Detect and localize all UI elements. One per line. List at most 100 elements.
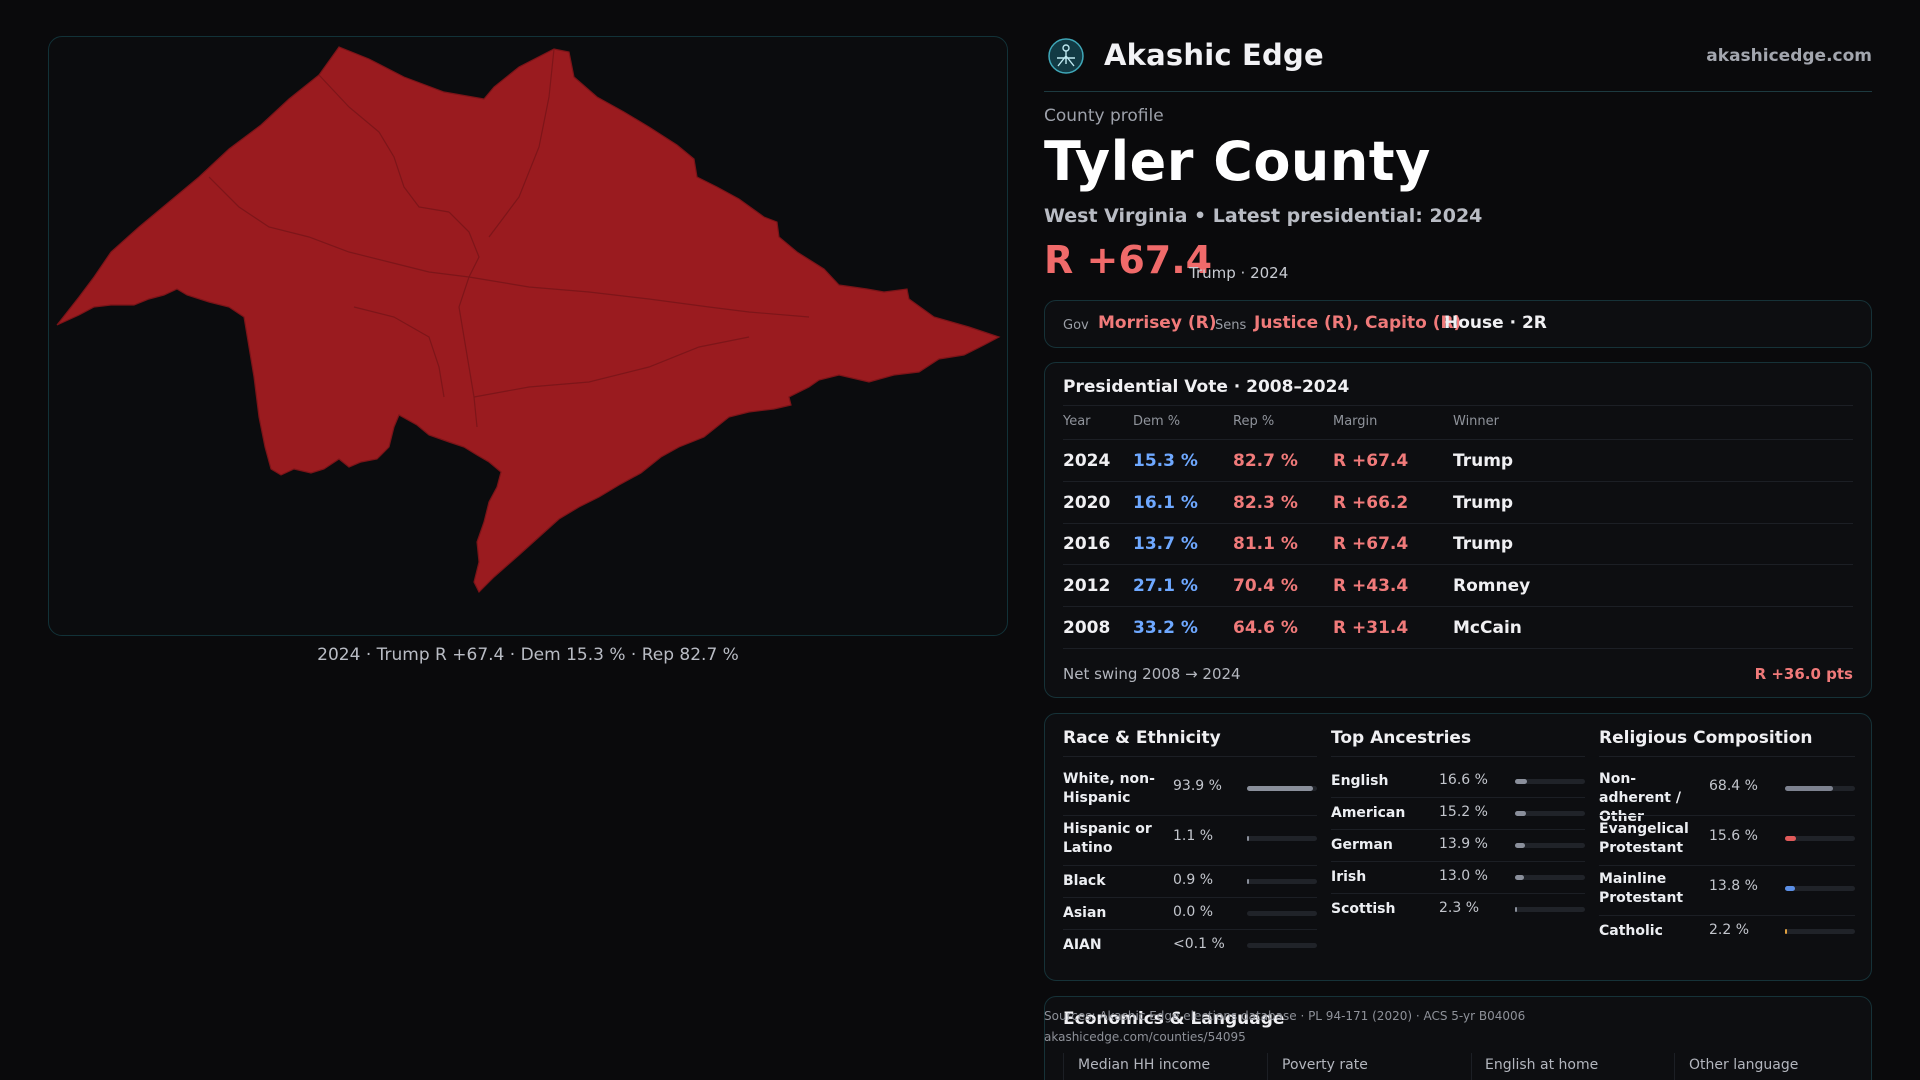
- table-row[interactable]: 2008 33.2 % 64.6 % R +31.4 McCain: [1045, 608, 1873, 650]
- row-value: 13.8 %: [1709, 878, 1758, 894]
- col-header-margin: Margin: [1333, 414, 1378, 429]
- row-label: Mainline Protestant: [1599, 871, 1684, 906]
- row-label: American: [1331, 805, 1406, 821]
- row-label: Scottish: [1331, 901, 1396, 917]
- row-dem: 13.7 %: [1133, 534, 1198, 554]
- demographic-row: Catholic 2.2 %: [1599, 916, 1855, 948]
- share-bar: [1785, 886, 1855, 891]
- gov-value: Morrisey (R): [1098, 313, 1217, 333]
- demographic-row: English 16.6 %: [1331, 766, 1585, 798]
- officials-card: Gov Morrisey (R) Sens Justice (R), Capit…: [1044, 300, 1872, 348]
- share-bar: [1515, 779, 1585, 784]
- county-subtitle: West Virginia • Latest presidential: 202…: [1044, 205, 1483, 227]
- county-profile-column: Akashic Edge akashicedge.com County prof…: [1044, 0, 1872, 1080]
- row-label: AIAN: [1063, 937, 1102, 953]
- demographic-row: Asian 0.0 %: [1063, 898, 1317, 930]
- share-bar-fill: [1515, 811, 1526, 816]
- row-label: Evangelical Protestant: [1599, 821, 1689, 856]
- akashic-edge-logo-icon[interactable]: [1046, 36, 1086, 76]
- brand-name[interactable]: Akashic Edge: [1104, 38, 1324, 72]
- share-bar: [1247, 911, 1317, 916]
- row-value: 15.6 %: [1709, 828, 1758, 844]
- row-margin: R +66.2: [1333, 493, 1409, 513]
- econ-header-other-language: Other language: [1689, 1057, 1799, 1073]
- brand-url-link[interactable]: akashicedge.com: [1706, 46, 1872, 66]
- row-dem: 33.2 %: [1133, 618, 1198, 638]
- divider: [1267, 1053, 1268, 1080]
- brand-header: Akashic Edge akashicedge.com: [1044, 30, 1872, 92]
- row-rep: 70.4 %: [1233, 576, 1298, 596]
- row-value: 13.0 %: [1439, 868, 1488, 884]
- demographic-row: German 13.9 %: [1331, 830, 1585, 862]
- row-value: 2.2 %: [1709, 922, 1750, 938]
- share-bar-fill: [1785, 786, 1833, 791]
- row-label: Irish: [1331, 869, 1367, 885]
- table-row[interactable]: 2024 15.3 % 82.7 % R +67.4 Trump: [1045, 441, 1873, 483]
- econ-header-english: English at home: [1485, 1057, 1599, 1073]
- col-header-rep: Rep %: [1233, 414, 1275, 429]
- row-rep: 64.6 %: [1233, 618, 1298, 638]
- economics-card: Economics & Language Median HH income Po…: [1044, 996, 1872, 1080]
- demographics-card: Race & Ethnicity White, non-Hispanic 93.9…: [1044, 713, 1872, 981]
- row-label: Hispanic or Latino: [1063, 821, 1152, 856]
- table-row[interactable]: 2020 16.1 % 82.3 % R +66.2 Trump: [1045, 483, 1873, 525]
- row-winner: Trump: [1453, 451, 1514, 471]
- share-bar-fill: [1785, 836, 1796, 841]
- divider: [1063, 564, 1853, 565]
- row-year: 2020: [1063, 493, 1111, 513]
- row-margin: R +43.4: [1333, 576, 1409, 596]
- race-title: Race & Ethnicity: [1063, 728, 1221, 748]
- divider: [1674, 1053, 1675, 1080]
- district-boundaries: [208, 48, 810, 428]
- table-row[interactable]: 2012 27.1 % 70.4 % R +43.4 Romney: [1045, 566, 1873, 608]
- econ-header-income: Median HH income: [1078, 1057, 1211, 1073]
- row-year: 2008: [1063, 618, 1111, 638]
- demographic-row: White, non-Hispanic 93.9 %: [1063, 766, 1317, 816]
- demographic-row: Hispanic or Latino 1.1 %: [1063, 816, 1317, 866]
- divider: [1063, 929, 1317, 930]
- divider: [1063, 405, 1853, 406]
- divider: [1599, 915, 1855, 916]
- table-row[interactable]: 2016 13.7 % 81.1 % R +67.4 Trump: [1045, 524, 1873, 566]
- divider: [1063, 756, 1317, 757]
- row-label: White, non-Hispanic: [1063, 771, 1155, 806]
- row-rep: 82.7 %: [1233, 451, 1298, 471]
- sources-link[interactable]: akashicedge.com/counties/54095: [1044, 1030, 1246, 1044]
- divider: [1063, 815, 1317, 816]
- row-value: <0.1 %: [1173, 936, 1225, 952]
- row-margin: R +67.4: [1333, 534, 1409, 554]
- row-margin: R +31.4: [1333, 618, 1409, 638]
- row-year: 2012: [1063, 576, 1111, 596]
- presidential-title: Presidential Vote · 2008–2024: [1063, 377, 1350, 397]
- headline-margin-note: Trump · 2024: [1189, 264, 1289, 282]
- divider: [1599, 756, 1855, 757]
- county-shape[interactable]: [56, 46, 1001, 594]
- divider: [1063, 481, 1853, 482]
- row-value: 13.9 %: [1439, 836, 1488, 852]
- county-map[interactable]: [49, 37, 1008, 636]
- sens-label: Sens: [1215, 318, 1247, 333]
- col-header-dem: Dem %: [1133, 414, 1181, 429]
- row-rep: 81.1 %: [1233, 534, 1298, 554]
- divider: [1063, 523, 1853, 524]
- divider: [1331, 893, 1585, 894]
- share-bar-fill: [1785, 929, 1787, 934]
- map-caption: 2024 · Trump R +67.4 · Dem 15.3 % · Rep …: [317, 645, 739, 665]
- row-label: Non-adherent / Other: [1599, 771, 1681, 825]
- share-bar: [1247, 836, 1317, 841]
- sources-footnote: Sources: Akashic Edge elections database…: [1044, 1006, 1525, 1048]
- divider: [1599, 815, 1855, 816]
- row-winner: Trump: [1453, 493, 1514, 513]
- row-year: 2016: [1063, 534, 1111, 554]
- divider: [1063, 648, 1853, 649]
- col-header-winner: Winner: [1453, 414, 1500, 429]
- row-label: German: [1331, 837, 1393, 853]
- divider: [1331, 756, 1585, 757]
- divider: [1063, 865, 1317, 866]
- divider: [1331, 861, 1585, 862]
- share-bar-fill: [1247, 786, 1313, 791]
- share-bar: [1247, 943, 1317, 948]
- divider: [1063, 606, 1853, 607]
- row-value: 15.2 %: [1439, 804, 1488, 820]
- row-winner: Trump: [1453, 534, 1514, 554]
